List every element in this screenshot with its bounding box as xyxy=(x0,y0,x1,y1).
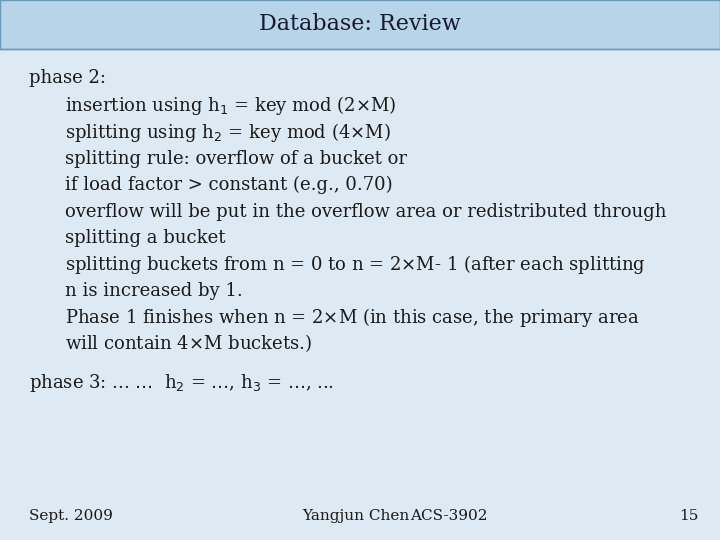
Text: Yangjun Chen: Yangjun Chen xyxy=(302,509,410,523)
Text: Database: Review: Database: Review xyxy=(259,14,461,35)
FancyBboxPatch shape xyxy=(0,0,720,49)
Text: splitting using h$_2$ = key mod (4$\times$M): splitting using h$_2$ = key mod (4$\time… xyxy=(65,121,390,144)
Text: n is increased by 1.: n is increased by 1. xyxy=(65,281,243,300)
Text: splitting buckets from n = 0 to n = 2$\times$M- 1 (after each splitting: splitting buckets from n = 0 to n = 2$\t… xyxy=(65,253,646,276)
Text: Sept. 2009: Sept. 2009 xyxy=(29,509,112,523)
Text: splitting a bucket: splitting a bucket xyxy=(65,228,225,247)
Text: will contain 4$\times$M buckets.): will contain 4$\times$M buckets.) xyxy=(65,333,312,354)
Text: Phase 1 finishes when n = 2$\times$M (in this case, the primary area: Phase 1 finishes when n = 2$\times$M (in… xyxy=(65,306,639,329)
Text: insertion using h$_1$ = key mod (2$\times$M): insertion using h$_1$ = key mod (2$\time… xyxy=(65,94,396,117)
Text: 15: 15 xyxy=(679,509,698,523)
Text: ACS-3902: ACS-3902 xyxy=(410,509,488,523)
Text: splitting rule: overflow of a bucket or: splitting rule: overflow of a bucket or xyxy=(65,150,407,168)
Text: overflow will be put in the overflow area or redistributed through: overflow will be put in the overflow are… xyxy=(65,202,666,221)
Text: if load factor > constant (e.g., 0.70): if load factor > constant (e.g., 0.70) xyxy=(65,176,392,194)
Text: phase 2:: phase 2: xyxy=(29,69,106,87)
Text: phase 3: ... $\ldots$  h$_2$ = $\ldots$, h$_3$ = $\ldots$, ...: phase 3: ... $\ldots$ h$_2$ = $\ldots$, … xyxy=(29,373,334,394)
